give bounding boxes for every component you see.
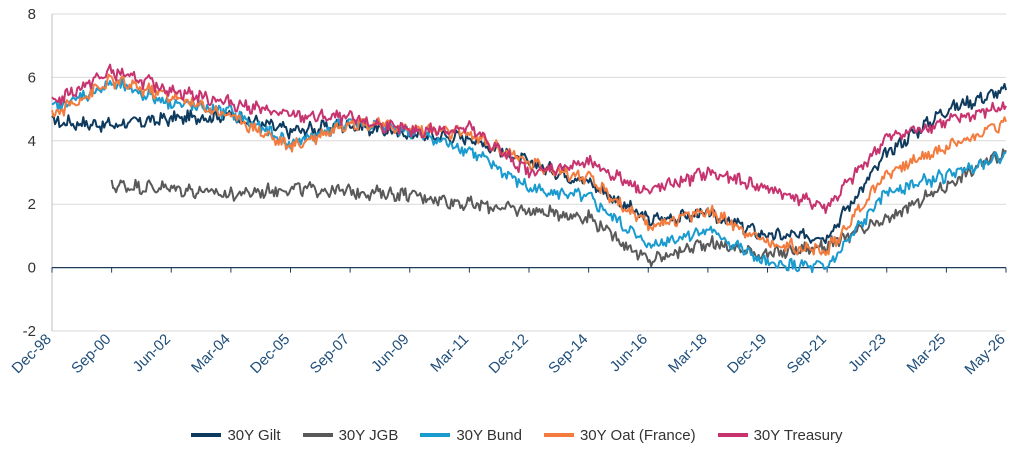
x-tick-label: Mar-04 (188, 331, 234, 377)
x-tick-label: Dec-19 (724, 331, 770, 377)
series-line-30y-treasury (51, 63, 1007, 214)
y-tick-label: 8 (28, 6, 36, 23)
legend-label: 30Y Bund (456, 426, 522, 444)
x-tick-label: Sep-21 (784, 331, 830, 377)
x-tick-label: Jun-02 (130, 331, 174, 375)
x-tick-label: Sep-14 (545, 331, 591, 377)
x-tick-label: Jun-09 (368, 331, 412, 375)
legend-swatch (420, 433, 451, 437)
x-axis-ticks: Dec-98 Sep-00 Jun-02 Mar-04 Dec-05 Sep-07 Jun-… (9, 267, 1009, 378)
x-tick-label: Sep-00 (68, 331, 114, 377)
x-tick-label: Jun-23 (845, 331, 889, 375)
legend-item: 30Y Gilt (191, 426, 281, 444)
legend-item: 30Y JGB (302, 426, 399, 444)
legend-label: 30Y Gilt (227, 426, 281, 444)
series-line-30y-oat-france- (51, 73, 1007, 257)
legend-swatch (543, 433, 574, 437)
y-tick-label: 4 (28, 133, 36, 150)
legend-swatch (717, 433, 748, 437)
legend-swatch (191, 433, 222, 437)
series-line-30y-jgb (110, 148, 1007, 268)
x-tick-label: Mar-25 (904, 331, 950, 377)
legend-item: 30Y Treasury (717, 426, 843, 444)
y-axis-ticks: -2 0 2 4 6 8 (23, 6, 36, 340)
x-tick-label: Jun-16 (607, 331, 651, 375)
series-lines (51, 63, 1007, 274)
legend-label: 30Y JGB (338, 426, 399, 444)
x-tick-label: Mar-18 (665, 331, 711, 377)
x-tick-label: Dec-12 (486, 331, 532, 377)
x-tick-label: Mar-11 (427, 331, 472, 376)
legend-swatch (302, 433, 333, 437)
legend: 30Y Gilt 30Y JGB 30Y Bund 30Y Oat (France) 3… (0, 424, 1034, 446)
legend-label: 30Y Oat (France) (579, 426, 696, 444)
y-tick-label: -2 (23, 323, 36, 340)
legend-item: 30Y Oat (France) (543, 426, 696, 444)
legend-label: 30Y Treasury (753, 426, 843, 444)
x-tick-label: Sep-07 (307, 331, 353, 377)
y-tick-label: 0 (28, 260, 36, 277)
y-tick-label: 2 (28, 196, 36, 213)
y-tick-label: 6 (28, 69, 36, 86)
legend-item: 30Y Bund (420, 427, 522, 444)
x-tick-label: May-26 (961, 331, 1008, 378)
x-tick-label: Dec-05 (247, 331, 293, 377)
